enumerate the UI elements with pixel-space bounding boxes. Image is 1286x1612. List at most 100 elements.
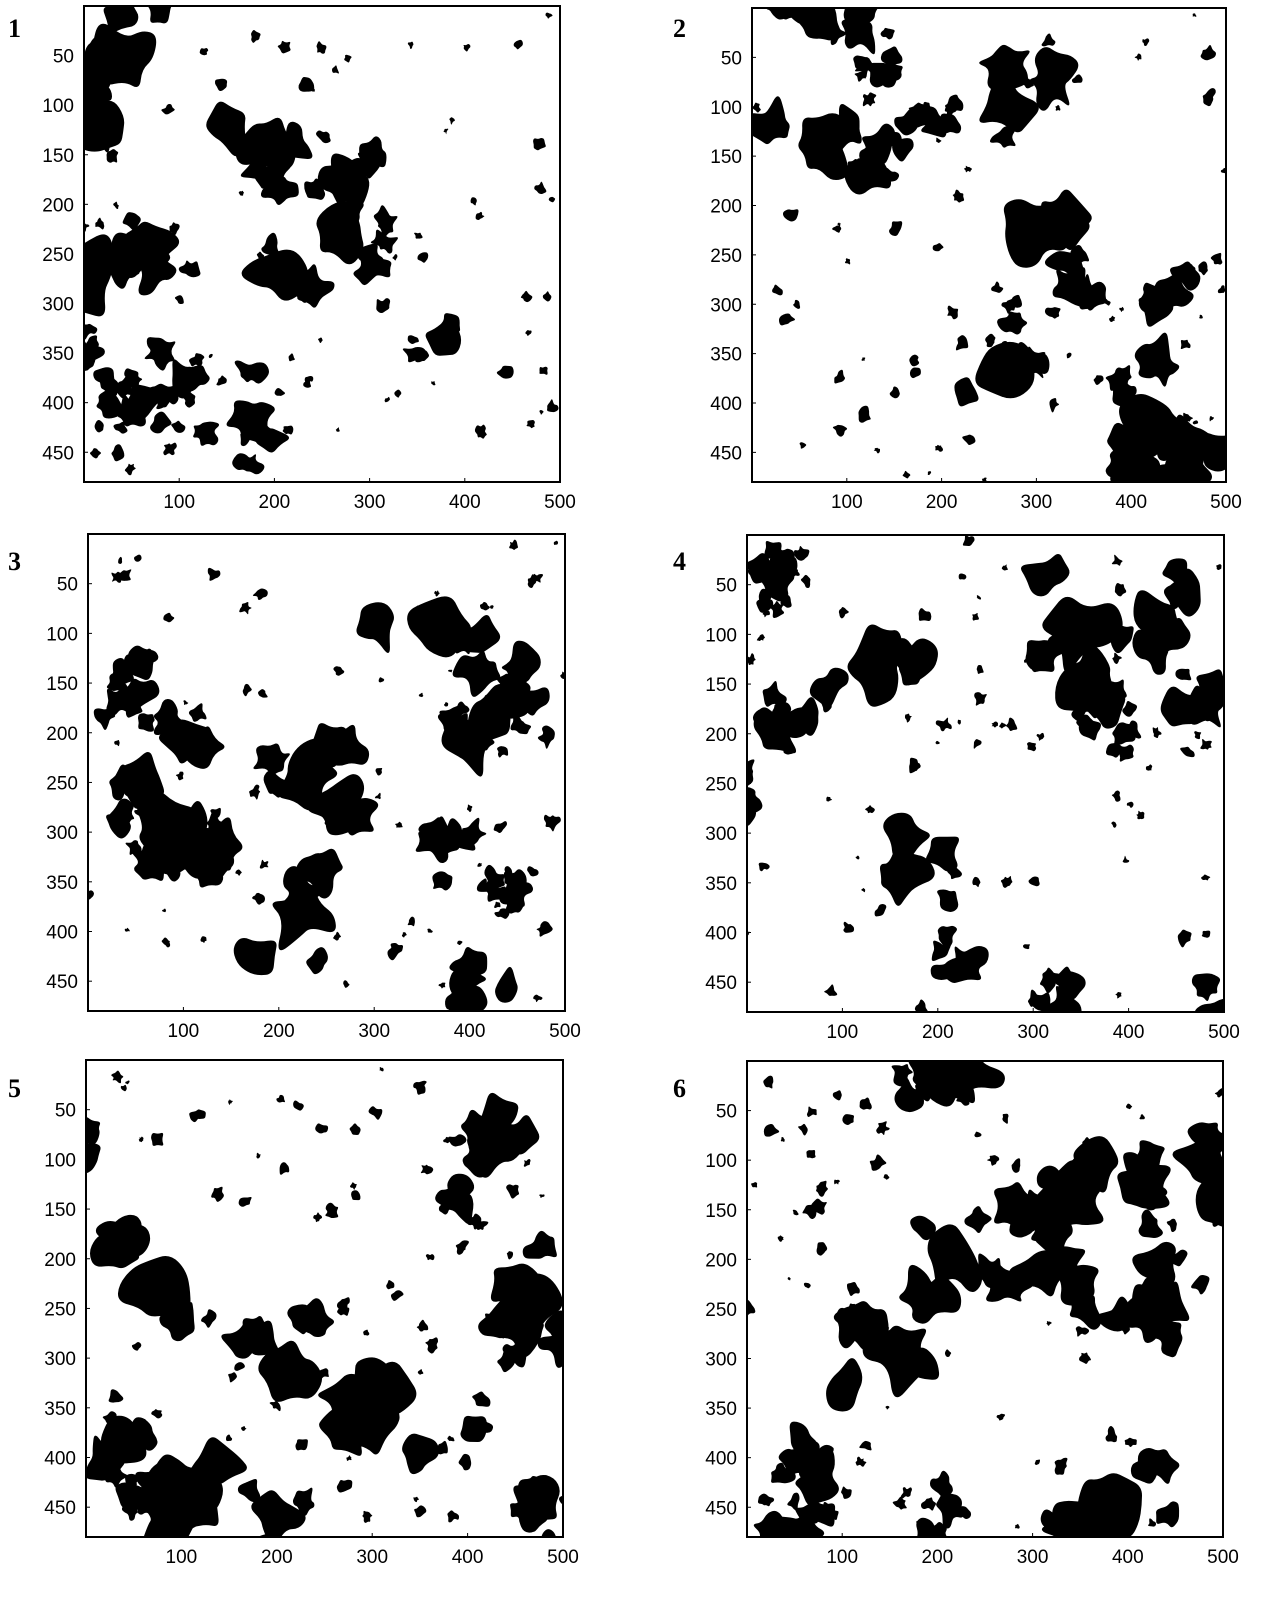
- pore-cluster: [510, 714, 532, 735]
- pore-speck: [163, 442, 177, 456]
- pore-speck: [973, 739, 982, 749]
- pore-speck: [1126, 801, 1134, 808]
- pore-speck: [124, 463, 136, 476]
- pore-speck: [816, 1242, 828, 1256]
- pore-speck: [443, 128, 449, 135]
- pore-speck: [443, 1136, 451, 1144]
- pore-speck: [1022, 78, 1034, 89]
- pore-speck: [858, 405, 871, 423]
- pore-cluster: [125, 840, 142, 855]
- x-tick-label: 100: [166, 1547, 198, 1568]
- pore-cluster: [206, 101, 246, 157]
- pore-cluster: [84, 100, 125, 152]
- pore-cluster: [994, 1182, 1043, 1233]
- y-tick-label: 450: [44, 1498, 76, 1519]
- pore-cluster: [1132, 1284, 1157, 1312]
- pore-cluster: [271, 121, 313, 160]
- pore-speck: [1122, 855, 1130, 863]
- pore-speck: [534, 181, 547, 195]
- pore-cluster: [330, 153, 370, 208]
- pore-cluster: [1165, 1249, 1188, 1267]
- pore-speck: [999, 722, 1007, 729]
- pore-cluster: [1132, 1241, 1176, 1292]
- plot-frame: [751, 7, 1227, 483]
- pore-cluster: [127, 645, 159, 674]
- pore-speck: [466, 804, 473, 813]
- pore-speck: [1019, 356, 1030, 364]
- pore-speck: [1066, 352, 1072, 359]
- pore-cluster: [1107, 422, 1141, 461]
- pore-speck: [336, 1479, 353, 1493]
- pore-speck: [867, 65, 883, 78]
- y-tick-label: 150: [42, 146, 74, 167]
- pore-speck: [821, 702, 832, 713]
- micrograph-plot-2: 50 100 150 200 250 300 350 400 450 100 200 300 400 50…: [710, 7, 1242, 513]
- x-tick-label: 500: [544, 492, 576, 513]
- y-tick-label: 350: [46, 873, 78, 894]
- pore-speck: [763, 560, 770, 566]
- pore-speck: [963, 165, 972, 173]
- pore-cluster: [964, 1206, 992, 1234]
- pore-cluster: [244, 1320, 280, 1356]
- pore-speck: [1028, 876, 1040, 887]
- pore-speck: [183, 700, 189, 705]
- pore-cluster: [512, 676, 531, 696]
- pore-cluster: [356, 602, 394, 653]
- pore-cluster: [997, 311, 1028, 335]
- pore-speck: [1041, 33, 1056, 47]
- pore-cluster: [938, 1061, 975, 1078]
- pore-speck: [208, 353, 213, 359]
- pore-speck: [1211, 443, 1219, 452]
- pore-speck: [1217, 285, 1226, 294]
- y-tick-label: 100: [710, 98, 742, 119]
- pore-cluster: [764, 541, 782, 559]
- pore-speck: [333, 931, 341, 941]
- pore-cluster: [191, 860, 224, 888]
- pore-cluster: [1073, 274, 1105, 310]
- pore-cluster: [898, 662, 928, 686]
- pore-speck: [1064, 74, 1068, 81]
- pore-cluster: [883, 812, 930, 860]
- pore-speck: [936, 137, 942, 143]
- pore-cluster: [1131, 1140, 1165, 1173]
- pore-speck: [386, 1280, 395, 1290]
- pore-cluster: [144, 337, 176, 371]
- pore-speck: [161, 937, 171, 948]
- pore-speck: [780, 1136, 785, 1142]
- pore-speck: [542, 291, 552, 302]
- pore-cluster: [937, 889, 959, 912]
- x-tick-label: 200: [922, 1022, 954, 1043]
- pore-speck: [363, 1329, 370, 1336]
- pore-speck: [249, 784, 261, 800]
- pore-cluster: [96, 389, 124, 419]
- pore-cluster: [253, 743, 290, 777]
- pore-speck: [271, 783, 285, 798]
- pore-speck: [1083, 1199, 1095, 1211]
- pore-cluster: [843, 8, 878, 27]
- pore-speck: [508, 897, 522, 910]
- pore-speck: [378, 677, 385, 683]
- x-tick-label: 200: [261, 1547, 293, 1568]
- pore-speck: [420, 1164, 434, 1175]
- pore-cluster: [754, 1539, 793, 1572]
- pore-cluster: [826, 1358, 863, 1412]
- pore-speck: [252, 892, 265, 905]
- pore-speck: [553, 540, 559, 545]
- pore-cluster: [1006, 294, 1022, 308]
- pore-speck: [392, 254, 398, 261]
- pore-speck: [321, 811, 329, 820]
- pore-cluster: [1189, 689, 1224, 728]
- pore-speck: [215, 1460, 222, 1467]
- pore-speck: [1152, 727, 1162, 739]
- pore-cluster: [764, 1533, 775, 1537]
- pore-cluster: [1141, 616, 1191, 656]
- pore-speck: [299, 1497, 306, 1505]
- plot-frame: [746, 1060, 1224, 1538]
- pore-speck: [1109, 315, 1116, 322]
- pore-speck: [798, 1123, 808, 1136]
- pore-speck: [85, 264, 94, 270]
- x-tick-label: 400: [1113, 1022, 1145, 1043]
- pore-speck: [413, 1080, 427, 1095]
- pore-cluster: [232, 453, 265, 475]
- pore-speck: [811, 1198, 827, 1215]
